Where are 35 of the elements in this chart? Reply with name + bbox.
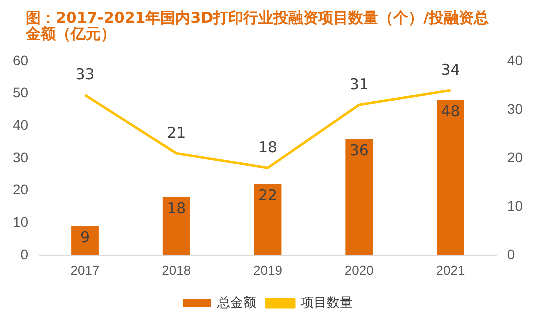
data-label: 9 (80, 228, 90, 247)
bar (254, 184, 282, 256)
y2-tick-label: 10 (507, 198, 524, 214)
data-label: 33 (76, 66, 95, 84)
y2-tick-label: 20 (507, 149, 524, 166)
legend-label: 总金额 (216, 295, 256, 310)
x-tick-label: 2017 (70, 262, 100, 278)
x-tick-label: 2018 (162, 262, 192, 278)
y-tick-label: 60 (12, 52, 29, 68)
x-tick-label: 2021 (436, 262, 466, 278)
chart-title: 图：2017-2021年国内3D打印行业投融资项目数量（个）/投融资总金额（亿元） (24, 8, 490, 45)
x-tick-label: 2020 (344, 262, 374, 278)
x-tick-label: 2019 (254, 262, 282, 278)
legend-label: 项目数量 (301, 295, 353, 310)
bar (162, 197, 190, 256)
data-label: 34 (441, 60, 460, 79)
bar (72, 226, 99, 256)
data-label: 36 (350, 141, 369, 160)
y-tick-label: 10 (12, 214, 29, 230)
data-label: 18 (167, 200, 186, 218)
y-tick-label: 30 (12, 149, 29, 166)
data-label: 48 (441, 102, 460, 121)
data-label: 31 (350, 75, 369, 94)
y2-tick-label: 0 (507, 246, 516, 262)
y-tick-label: 50 (12, 84, 29, 101)
y-tick-label: 0 (20, 246, 29, 262)
y-tick-label: 40 (12, 116, 29, 133)
bar (437, 100, 464, 256)
y-tick-label: 20 (12, 182, 29, 198)
bar (346, 139, 374, 256)
data-label: 22 (258, 186, 278, 205)
y2-tick-label: 30 (507, 100, 524, 117)
data-label: 21 (167, 124, 186, 142)
y2-tick-label: 40 (507, 52, 524, 68)
data-label: 18 (258, 138, 278, 156)
